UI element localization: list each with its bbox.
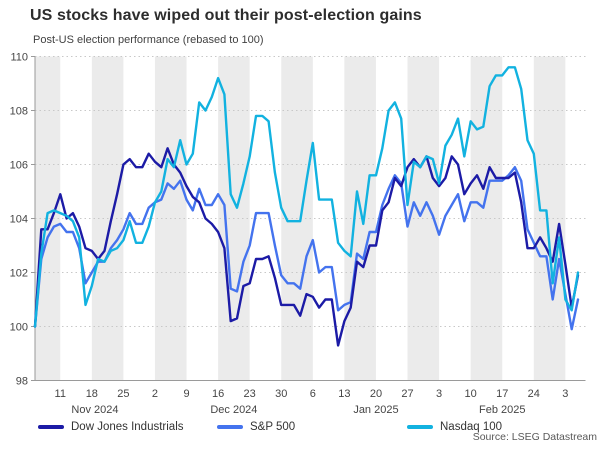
y-tick-label: 106 — [10, 160, 28, 172]
series-line-s-p-500 — [33, 165, 580, 331]
x-tick-label: 30 — [275, 388, 287, 400]
legend-item-nasdaq: Nasdaq 100 — [407, 419, 502, 435]
source-credit: Source: LSEG Datastream — [472, 431, 597, 443]
week-band — [533, 56, 566, 381]
y-tick-label: 104 — [10, 214, 28, 226]
x-tick-label: 10 — [465, 388, 477, 400]
y-tick-label: 100 — [10, 322, 28, 334]
x-tick-label: 2 — [152, 388, 158, 400]
page-title: US stocks have wiped out their post-elec… — [30, 7, 422, 24]
x-tick-label: 24 — [528, 388, 540, 400]
x-tick-label: 20 — [370, 388, 382, 400]
x-tick-label: 13 — [338, 388, 350, 400]
x-tick-label: 3 — [562, 388, 568, 400]
legend-item-sp500: S&P 500 — [217, 419, 295, 435]
nasdaq-line-swatch — [407, 425, 433, 429]
month-label: Jan 2025 — [353, 404, 398, 416]
chart-subtitle: Post-US election performance (rebased to… — [33, 34, 264, 46]
month-label: Nov 2024 — [71, 404, 118, 416]
x-tick-label: 6 — [310, 388, 316, 400]
series-line-dow-jones-industrials — [33, 147, 580, 347]
legend-label-sp500: S&P 500 — [250, 421, 296, 433]
x-tick-label: 18 — [86, 388, 98, 400]
month-label: Dec 2024 — [210, 404, 257, 416]
y-tick-label: 108 — [10, 106, 28, 118]
x-tick-label: 23 — [244, 388, 256, 400]
month-label: Feb 2025 — [479, 404, 525, 416]
legend: Dow Jones Industrials S&P 500 Nasdaq 100 — [0, 419, 600, 435]
dow-line-swatch — [38, 425, 64, 429]
sp500-line-swatch — [217, 425, 243, 429]
legend-item-dow: Dow Jones Industrials — [38, 419, 184, 435]
x-tick-label: 9 — [183, 388, 189, 400]
y-tick-label: 110 — [10, 52, 28, 64]
x-tick-label: 3 — [436, 388, 442, 400]
y-tick-label: 102 — [10, 268, 28, 280]
legend-label-nasdaq: Nasdaq 100 — [440, 421, 503, 433]
x-tick-label: 17 — [496, 388, 508, 400]
x-tick-label: 25 — [117, 388, 129, 400]
legend-label-dow: Dow Jones Industrials — [71, 421, 184, 433]
x-tick-label: 27 — [401, 388, 413, 400]
series-line-nasdaq-100 — [33, 66, 580, 328]
x-tick-label: 16 — [212, 388, 224, 400]
y-tick-label: 98 — [16, 376, 28, 388]
x-tick-label: 11 — [55, 388, 66, 400]
